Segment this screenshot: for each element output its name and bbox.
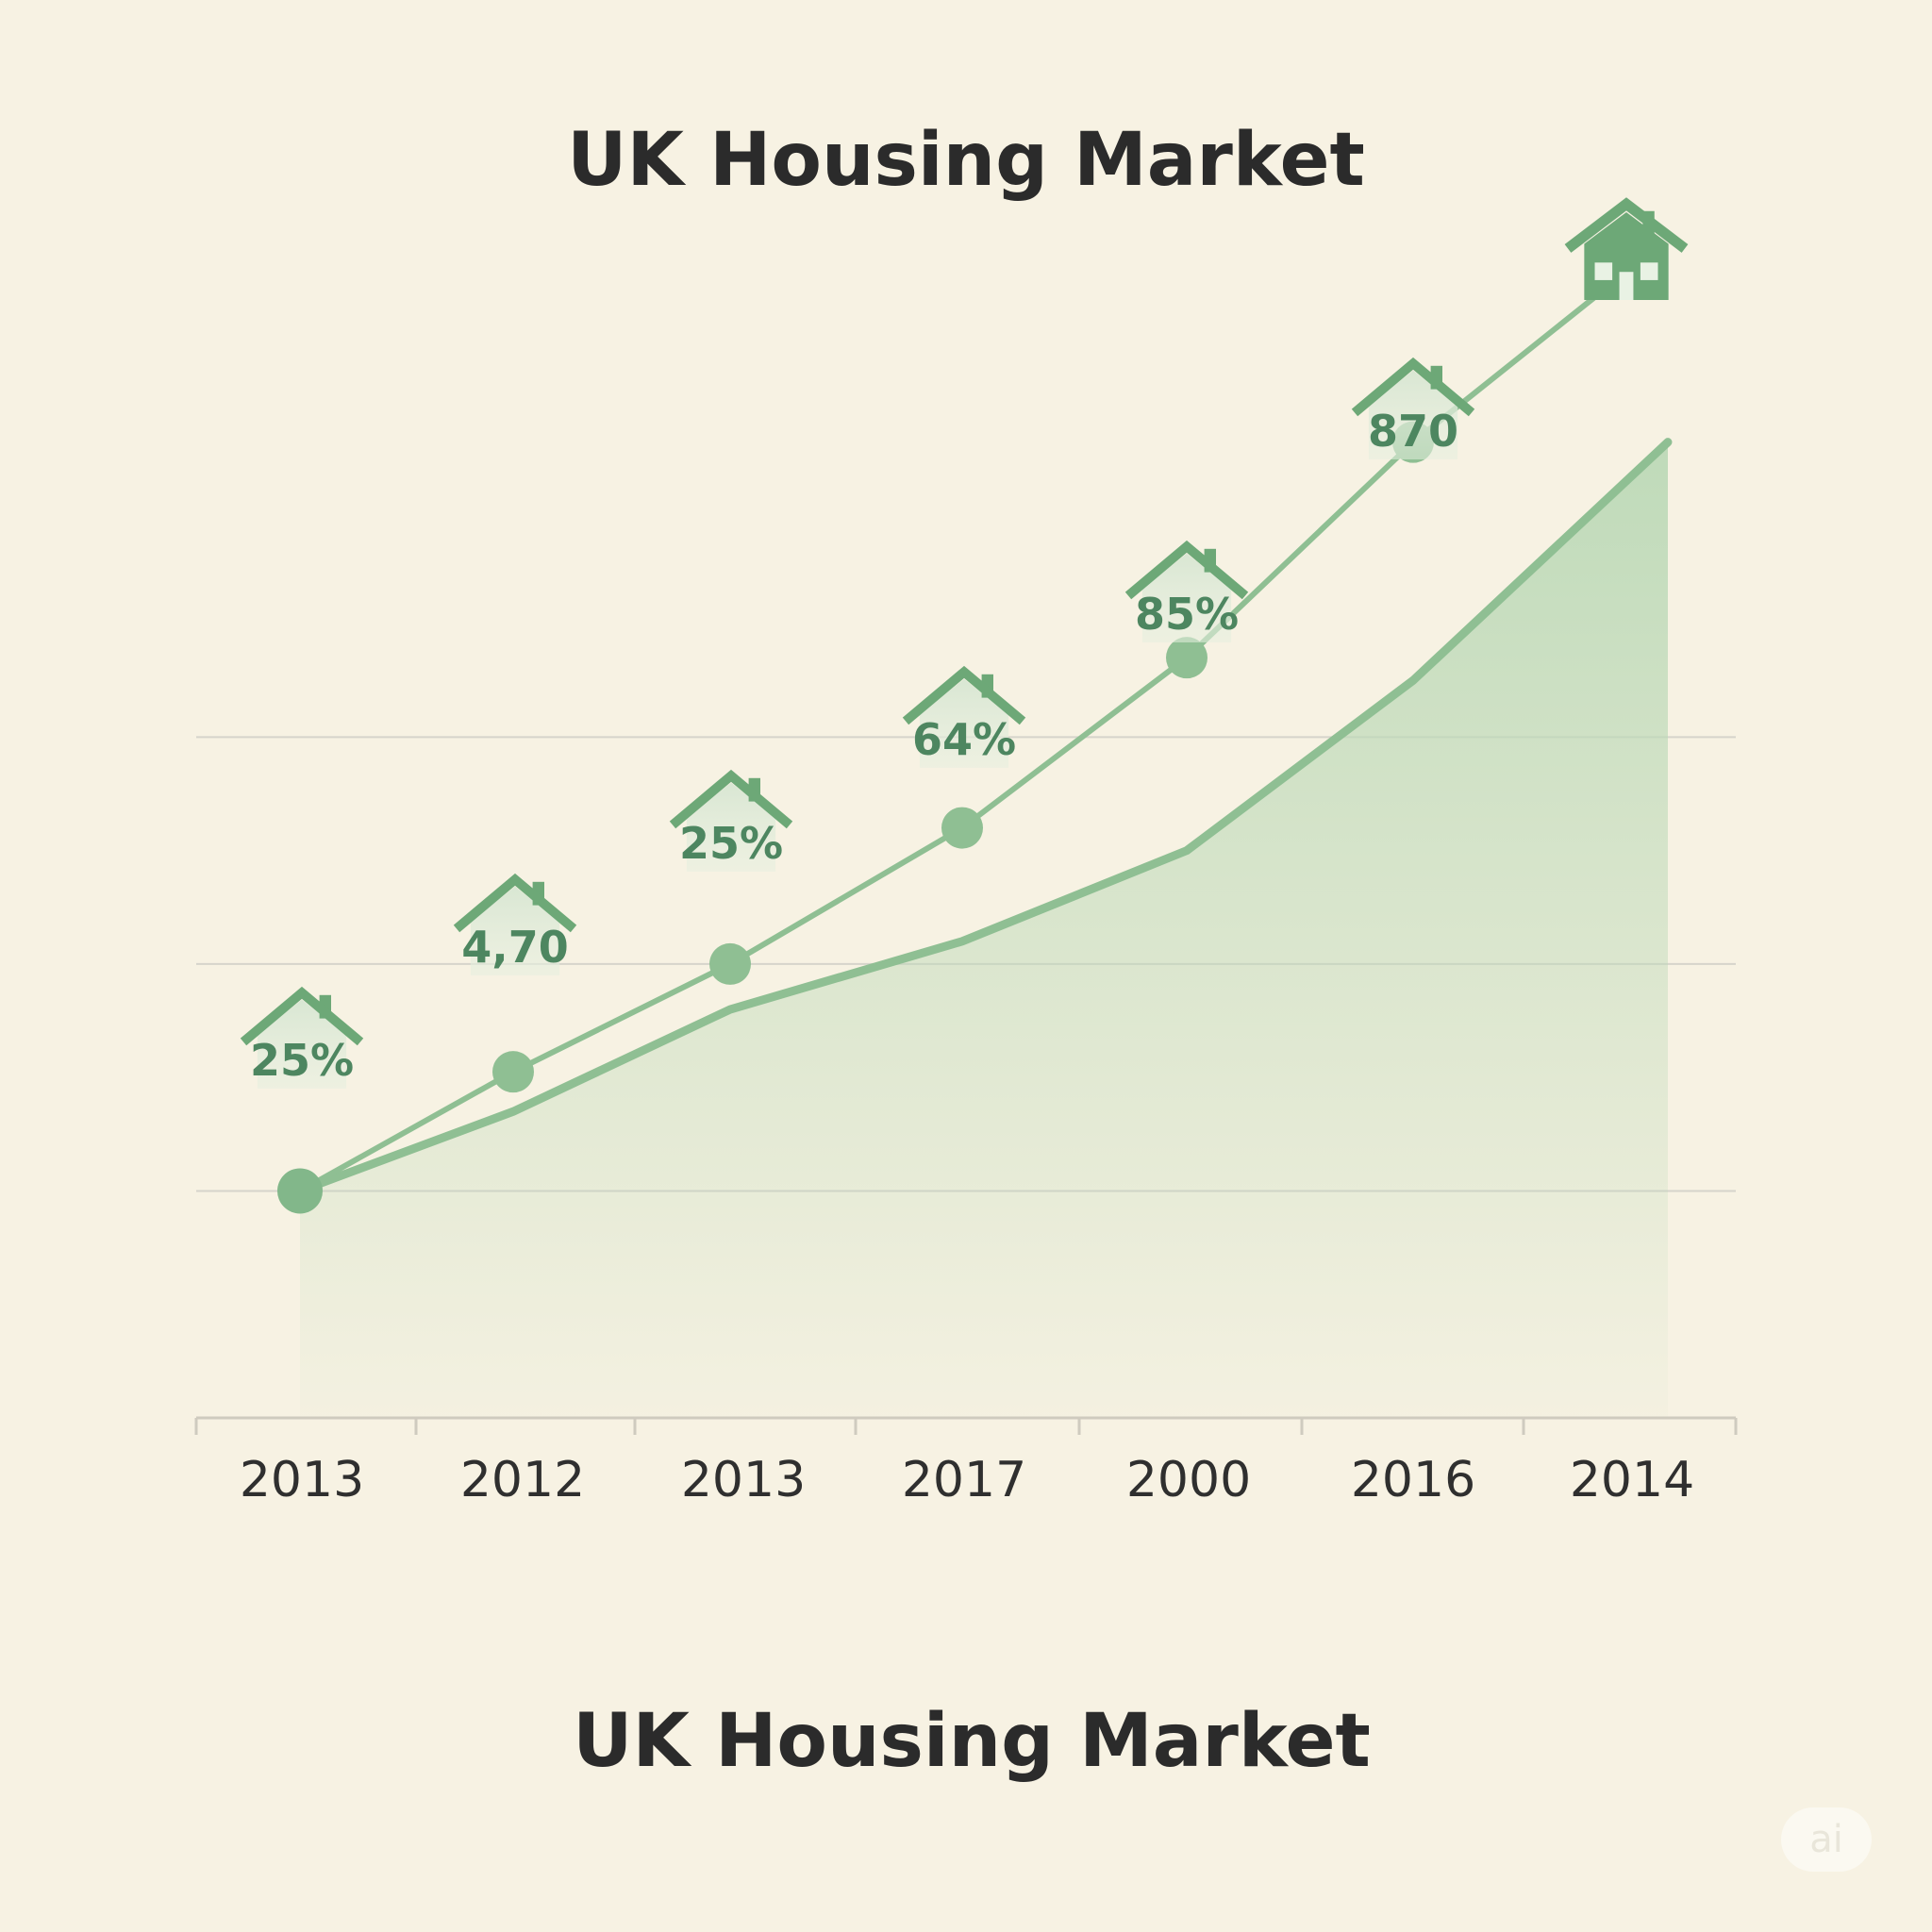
data-point xyxy=(941,807,983,849)
data-label: 85% xyxy=(1135,589,1239,640)
chart-subtitle: UK Housing Market xyxy=(573,1699,1371,1784)
data-point xyxy=(709,942,751,985)
house-icon xyxy=(240,986,364,1089)
house-icon xyxy=(1564,197,1689,300)
data-labels: 25% 4,70 25% 64% 85% 870 xyxy=(240,197,1689,1089)
house-icon xyxy=(1124,540,1249,642)
data-point xyxy=(277,1168,323,1214)
data-label: 870 xyxy=(1368,406,1458,457)
house-icon xyxy=(1351,357,1475,459)
data-point xyxy=(1166,637,1208,679)
x-tick-label: 2014 xyxy=(1570,1452,1694,1508)
chart-title: UK Housing Market xyxy=(567,118,1365,203)
area-series-line xyxy=(295,438,1673,1195)
area-series xyxy=(295,438,1673,1418)
data-label: 25% xyxy=(250,1035,354,1086)
watermark-badge: ai xyxy=(1781,1807,1872,1872)
x-tick-label: 2012 xyxy=(460,1452,585,1508)
data-label: 25% xyxy=(679,818,783,869)
house-icon xyxy=(902,665,1026,768)
area-fill xyxy=(300,441,1668,1418)
data-label: 4,70 xyxy=(461,922,569,973)
x-tick-label: 2000 xyxy=(1126,1452,1251,1508)
house-icon xyxy=(453,873,577,975)
x-tick-label: 2013 xyxy=(681,1452,806,1508)
x-tick-label: 2017 xyxy=(902,1452,1026,1508)
x-tick-label: 2016 xyxy=(1351,1452,1475,1508)
x-axis: 2013 2012 2013 2017 2000 2016 2014 xyxy=(194,1416,1738,1508)
house-icon xyxy=(669,769,793,872)
data-point xyxy=(492,1051,534,1093)
data-label: 64% xyxy=(912,714,1016,765)
x-tick-label: 2013 xyxy=(240,1452,364,1508)
